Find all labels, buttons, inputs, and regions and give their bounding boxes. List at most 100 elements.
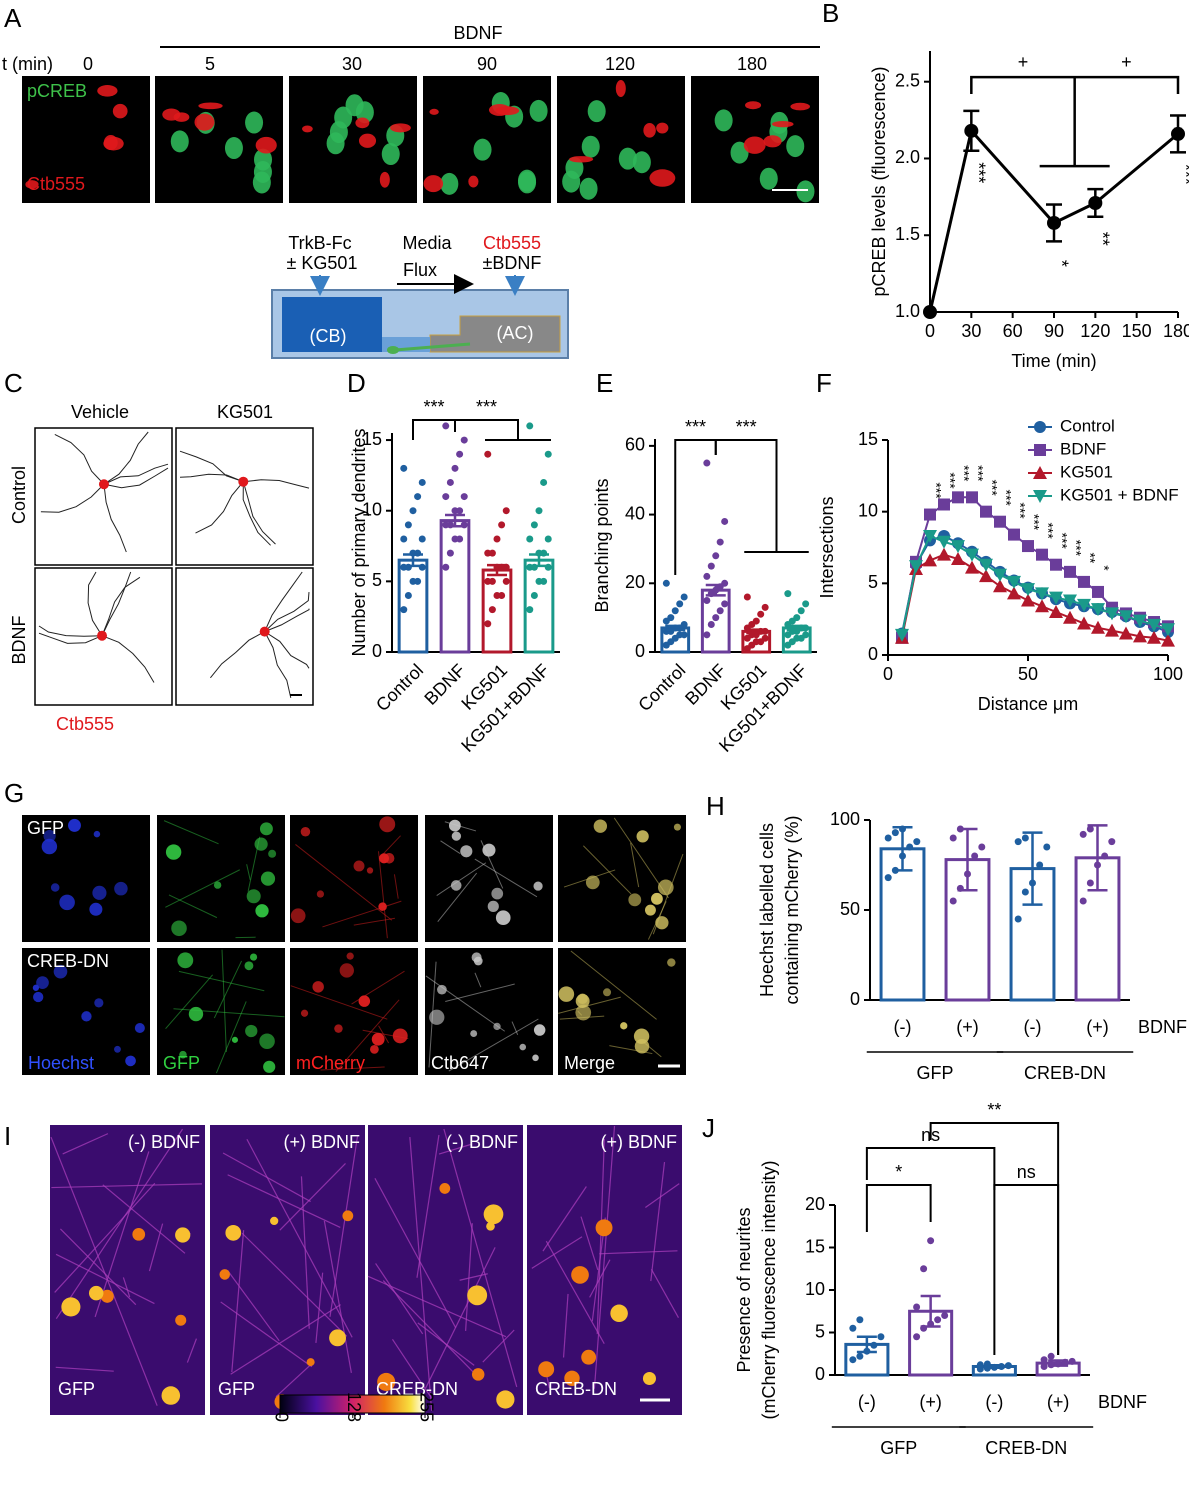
ctb-blob xyxy=(162,108,180,120)
data-point xyxy=(712,614,719,621)
significance-label: * xyxy=(1051,260,1071,267)
colorbar-tick-label: 0 xyxy=(271,1412,291,1422)
column-label: Vehicle xyxy=(71,402,129,422)
cell-blob xyxy=(370,1045,379,1054)
cell-blob xyxy=(245,1025,257,1037)
data-point xyxy=(906,844,913,851)
cell-blob xyxy=(114,1046,121,1053)
significance-label: ** xyxy=(1082,552,1098,563)
cell-blob xyxy=(467,1285,487,1305)
significance-bracket xyxy=(716,440,809,552)
x-tick-label: 30 xyxy=(961,321,981,341)
cell-blob xyxy=(488,901,499,912)
line xyxy=(902,555,1168,641)
y-tick-label: 2.0 xyxy=(895,147,920,167)
ctb-blob xyxy=(359,134,376,148)
y-tick-label: 5 xyxy=(868,572,878,592)
cell-blob xyxy=(620,1022,627,1029)
data-point xyxy=(717,539,724,546)
significance-label: *** xyxy=(984,479,1000,496)
data-point xyxy=(1043,844,1050,851)
data-point xyxy=(545,535,552,542)
legend-label: KG501 + BDNF xyxy=(1060,485,1179,504)
panel-letter: G xyxy=(4,778,24,808)
cell-blob xyxy=(114,882,128,896)
diagram-label: ± KG501 xyxy=(287,253,358,273)
cell-blob xyxy=(715,109,733,131)
cell-blob xyxy=(580,178,598,200)
significance-label: ns xyxy=(1017,1162,1036,1182)
data-point xyxy=(531,592,538,599)
cell-blob xyxy=(474,957,483,966)
cell-blob xyxy=(484,1204,504,1224)
neuron-box xyxy=(176,428,313,565)
cell-blob xyxy=(253,171,271,193)
ctb-blob xyxy=(569,156,593,162)
data-point xyxy=(708,621,715,628)
panel-letter: A xyxy=(4,3,22,33)
marker xyxy=(1035,599,1049,612)
ctb-blob xyxy=(495,106,519,115)
y-axis-label: containing mCherry (%) xyxy=(782,815,802,1004)
soma xyxy=(260,627,270,637)
significance-bracket xyxy=(971,77,1178,166)
ctb-blob xyxy=(194,114,214,131)
cell-blob xyxy=(291,908,306,923)
marker xyxy=(1049,605,1063,618)
data-point xyxy=(1015,916,1022,923)
cell-blob xyxy=(232,1037,238,1043)
significance-label: *** xyxy=(1040,522,1056,539)
data-point xyxy=(877,1333,884,1340)
cell-blob xyxy=(135,1023,145,1033)
significance-bracket xyxy=(413,420,455,440)
cell-blob xyxy=(384,853,395,864)
cell-blob xyxy=(125,1056,136,1067)
ctb-blob xyxy=(355,118,369,129)
cell-blob xyxy=(334,1024,342,1032)
cell-blob xyxy=(175,1227,190,1242)
stain-label: Ctb555 xyxy=(27,174,85,194)
significance-label: + xyxy=(1121,52,1132,72)
cell-blob xyxy=(36,976,49,989)
cell-blob xyxy=(538,1361,554,1377)
data-point xyxy=(703,597,710,604)
y-tick-label: 60 xyxy=(625,435,645,455)
data-point xyxy=(447,479,454,486)
cell-blob xyxy=(519,1044,526,1051)
time-label: t (min) xyxy=(2,54,53,74)
ctb-blob xyxy=(429,109,438,115)
group-label: GFP xyxy=(880,1438,917,1458)
cell-blob xyxy=(452,831,461,840)
ctb-blob xyxy=(643,123,655,138)
stain-label: Ctb555 xyxy=(56,714,114,734)
cell-blob xyxy=(460,845,472,857)
cell-blob xyxy=(33,992,43,1002)
ctb-blob xyxy=(649,169,675,186)
diagram-label: TrkB-Fc xyxy=(288,233,351,253)
x-tick-label: (+) xyxy=(919,1392,942,1412)
cell-blob xyxy=(582,136,600,158)
cell-blob xyxy=(596,1219,613,1236)
data-point xyxy=(856,1316,863,1323)
data-point xyxy=(545,451,552,458)
marker xyxy=(923,553,937,566)
legend-marker xyxy=(1034,421,1046,433)
treatment-label: BDNF xyxy=(454,23,503,43)
cell-blob xyxy=(651,893,663,905)
data-point xyxy=(681,594,688,601)
data-point xyxy=(1005,1362,1012,1369)
data-point xyxy=(950,898,957,905)
x-tick-label: (-) xyxy=(858,1392,876,1412)
cell-blob xyxy=(177,952,193,968)
data-point xyxy=(1041,1356,1048,1363)
data-point xyxy=(484,620,491,627)
x-tick-label: 150 xyxy=(1122,321,1152,341)
data-point xyxy=(503,507,510,514)
data-point xyxy=(913,1333,920,1340)
cell-blob xyxy=(175,1315,186,1326)
cell-blob xyxy=(533,882,542,891)
data-point xyxy=(526,606,533,613)
marker xyxy=(965,561,979,574)
cell-blob xyxy=(61,1297,80,1316)
